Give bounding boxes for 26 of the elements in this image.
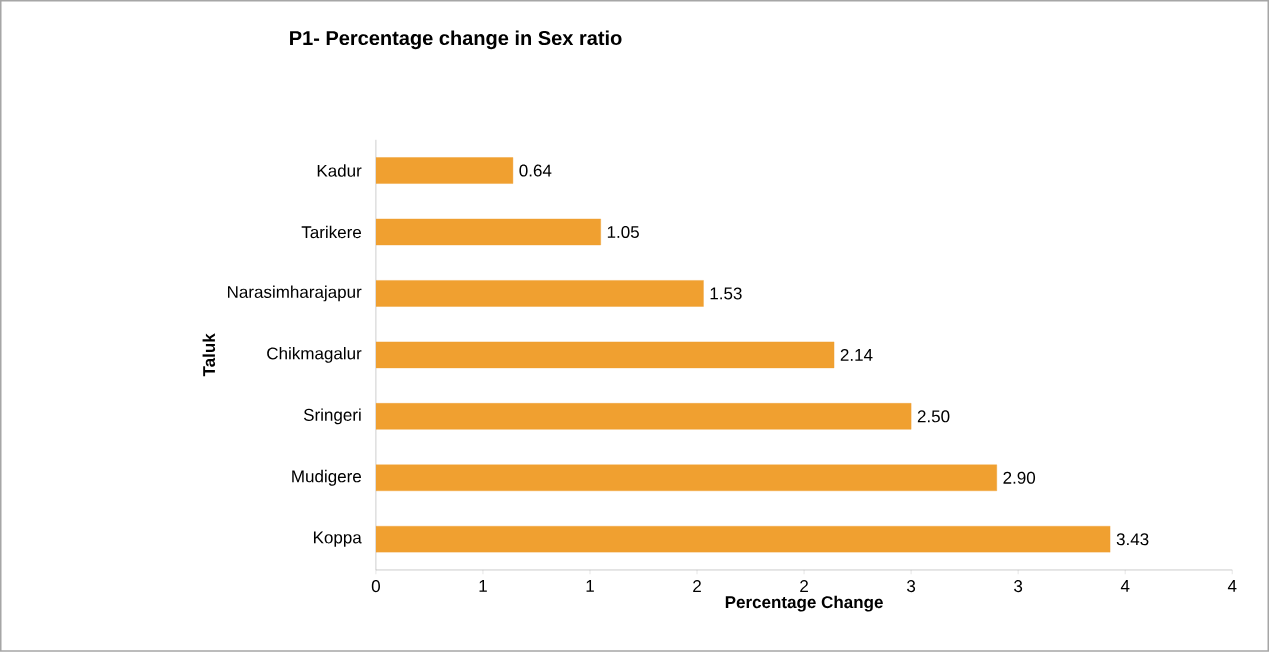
y-tick-label: Tarikere [301, 225, 362, 239]
chart-title: P1- Percentage change in Sex ratio [290, 30, 622, 50]
x-tick-label: 4 [1120, 580, 1130, 592]
y-tick-label: Chikmagalur [267, 347, 362, 363]
x-tick-label: 3 [1014, 580, 1023, 593]
x-tick-label: 0 [371, 580, 380, 593]
y-tick-label: Koppa [313, 531, 362, 547]
data-label: 3.43 [1116, 533, 1149, 546]
x-tick-label: 1 [586, 580, 594, 592]
y-tick-label: Sringeri [303, 408, 361, 425]
y-tick-label: Kadur [317, 164, 362, 177]
x-tick-label: 2 [800, 580, 808, 593]
x-tick-label: 2 [693, 580, 701, 593]
data-label: 0.64 [519, 164, 552, 177]
y-tick-label: Mudigere [292, 470, 361, 486]
data-label: 2.50 [917, 410, 950, 423]
data-label: 1.53 [710, 287, 742, 300]
data-label: 2.14 [840, 349, 873, 361]
x-tick-label: 1 [479, 580, 487, 592]
x-tick-label: 4 [1227, 580, 1237, 592]
y-tick-label: Narasimharajapur [228, 285, 362, 302]
data-label: 2.90 [1003, 471, 1036, 484]
x-tick-label: 3 [907, 580, 916, 593]
x-axis-title: Percentage Change [725, 595, 883, 612]
y-axis-title: Taluk [202, 333, 216, 377]
data-label: 1.05 [607, 226, 639, 239]
